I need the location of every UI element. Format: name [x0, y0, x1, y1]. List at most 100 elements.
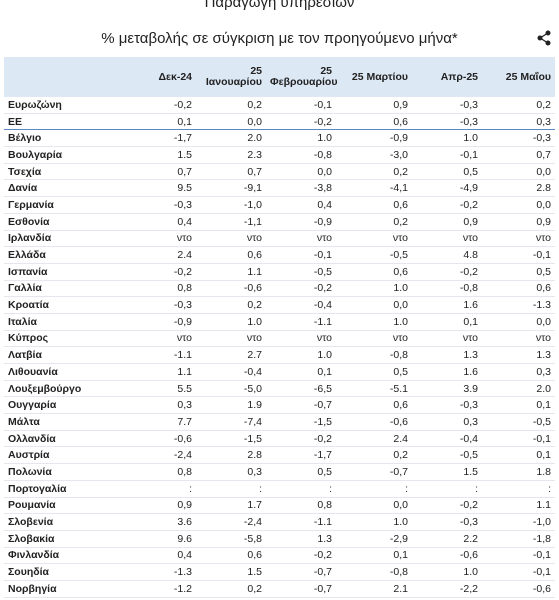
country-name: ΕΕ [4, 113, 130, 131]
country-name: Γερμανία [4, 196, 130, 214]
value-cell: -0,1 [266, 97, 336, 114]
value-cell: -0,5 [412, 446, 482, 465]
value-cell: 0,9 [336, 97, 412, 114]
value-cell: 0,7 [130, 163, 196, 181]
table-row: Βουλγαρία 1.5 2.3 -0,8 -3,0 -0,1 0,7 [4, 146, 555, 164]
value-cell: -0,6 [336, 413, 412, 431]
value-cell: 1.1 [130, 363, 196, 381]
value-cell: 0,9 [130, 497, 196, 515]
header-cell [4, 57, 130, 97]
table-row: Κροατία -0,3 0,2 -0,4 0,0 1.6 -1.3 [4, 296, 555, 314]
value-cell: 1.3 [266, 530, 336, 548]
value-cell: 0,0 [266, 163, 336, 181]
value-cell: ντο [266, 230, 336, 248]
value-cell: 0,6 [336, 113, 412, 131]
value-cell: : [266, 480, 336, 498]
value-cell: -1.1 [266, 313, 336, 331]
value-cell: -2,9 [336, 530, 412, 548]
value-cell: ντο [266, 330, 336, 348]
value-cell: 2.1 [336, 579, 412, 598]
table-row: Εσθονία 0,4 -1,1 -0,9 0,2 0,9 0,9 [4, 213, 555, 231]
value-cell: 2.7 [196, 346, 266, 364]
table-row: Σουηδία -1.3 1.5 -0,7 -0,8 1.0 -0,1 [4, 563, 555, 581]
table-row: Λιθουανία 1.1 -0,4 0,1 0,5 1.6 0,3 [4, 363, 555, 381]
value-cell: 2.0 [196, 129, 266, 148]
value-cell: -0,2 [412, 196, 482, 214]
value-cell: -3,0 [336, 146, 412, 164]
value-cell: -1,5 [196, 430, 266, 448]
value-cell: 0,3 [412, 413, 482, 431]
value-cell: 0,8 [266, 497, 336, 515]
value-cell: -3,8 [266, 179, 336, 198]
value-cell: 1.0 [196, 313, 266, 331]
value-cell: 1.8 [482, 463, 555, 481]
value-cell: ντο [196, 330, 266, 348]
country-name: Φινλανδία [4, 547, 130, 565]
value-cell: : [196, 480, 266, 498]
value-cell: 0,6 [196, 547, 266, 565]
table-row: Γαλλία 0,8 -0,6 -0,2 1.0 -0,8 0,6 [4, 280, 555, 298]
table-row: Ρουμανία 0,9 1.7 0,8 0,0 -0,2 1.1 [4, 497, 555, 515]
value-cell: -1,7 [130, 129, 196, 148]
share-icon[interactable] [537, 30, 551, 46]
value-cell: 3.9 [412, 380, 482, 398]
value-cell: -2,2 [412, 579, 482, 598]
table-row: Δανία 9.5 -9,1 -3,8 -4,1 -4,9 2.8 [4, 179, 555, 198]
table-row: Νορβηγία -1.2 0,2 -0,7 2.1 -2,2 -0,6 [4, 579, 555, 598]
table-row: Μάλτα 7.7 -7,4 -1,5 -0,6 0,3 -0,5 [4, 413, 555, 431]
value-cell: -1,1 [196, 213, 266, 231]
value-cell: -0,1 [482, 246, 555, 264]
value-cell: -0,2 [130, 97, 196, 114]
column-header: 25 Μαΐου [482, 57, 555, 97]
value-cell: 1.6 [412, 296, 482, 314]
table-row: Λατβία -1.1 2.7 1.0 -0,8 1.3 1.3 [4, 346, 555, 364]
value-cell: 1.7 [196, 497, 266, 515]
value-cell: 0,4 [130, 547, 196, 565]
value-cell: 2.3 [196, 146, 266, 164]
country-name: Νορβηγία [4, 579, 130, 598]
value-cell: -0,1 [482, 563, 555, 581]
value-cell: -0,4 [266, 296, 336, 314]
value-cell: 1.0 [336, 313, 412, 331]
value-cell: ντο [482, 230, 555, 248]
value-cell: 0,6 [336, 196, 412, 214]
value-cell: 2.4 [336, 430, 412, 448]
value-cell: -0,2 [130, 263, 196, 281]
value-cell: 0,6 [482, 280, 555, 298]
country-name: Γαλλία [4, 280, 130, 298]
value-cell: 0,7 [482, 146, 555, 164]
country-name: Βουλγαρία [4, 146, 130, 164]
value-cell: -6,5 [266, 380, 336, 398]
country-name: Ευρωζώνη [4, 97, 130, 114]
value-cell: -0,3 [412, 97, 482, 114]
table-row: Σλοβακία 9.6 -5,8 1.3 -2,9 2.2 -1,8 [4, 530, 555, 548]
value-cell: -1.3 [130, 563, 196, 581]
value-cell: 0,5 [266, 463, 336, 481]
value-cell: -0,6 [412, 547, 482, 565]
value-cell: 0,0 [336, 497, 412, 515]
value-cell: 0,3 [482, 113, 555, 131]
value-cell: 1.3 [482, 346, 555, 364]
value-cell: -1.1 [130, 346, 196, 364]
value-cell: 0,5 [482, 263, 555, 281]
value-cell: 0,3 [482, 363, 555, 381]
value-cell: -0,4 [196, 363, 266, 381]
country-name: Μάλτα [4, 413, 130, 431]
value-cell: 2.0 [482, 380, 555, 398]
value-cell: 1.0 [336, 513, 412, 531]
country-name: Κροατία [4, 296, 130, 314]
table-row: Ουγγαρία 0,3 1.9 -0,7 0,6 -0,3 0,1 [4, 396, 555, 415]
table-row: ΕΕ 0,1 0,0 -0,2 0,6 -0,3 0,3 [4, 113, 555, 131]
value-cell: -0,8 [412, 280, 482, 298]
value-cell: 0,1 [482, 396, 555, 415]
subtitle: % μεταβολής σε σύγκριση με τον προηγούμε… [101, 30, 458, 47]
value-cell: -0,3 [130, 196, 196, 214]
country-name: Αυστρία [4, 446, 130, 465]
value-cell: 0,4 [266, 196, 336, 214]
value-cell: 0,0 [482, 163, 555, 181]
country-name: Ισπανία [4, 263, 130, 281]
country-name: Ουγγαρία [4, 396, 130, 415]
value-cell: 7.7 [130, 413, 196, 431]
value-cell: -0,5 [336, 246, 412, 264]
value-cell: ντο [482, 330, 555, 348]
